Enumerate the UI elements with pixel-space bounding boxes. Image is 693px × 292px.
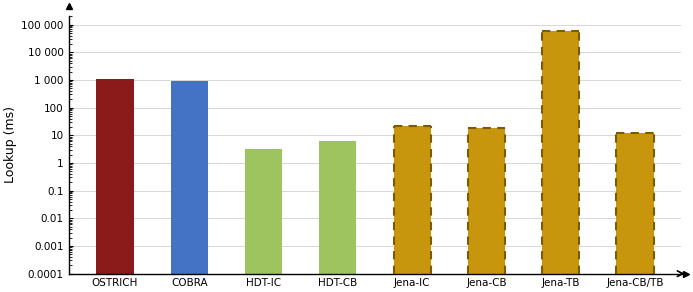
Bar [542, 31, 579, 292]
Bar [468, 128, 505, 292]
Bar [96, 79, 134, 292]
Bar [245, 149, 282, 292]
Bar [319, 141, 356, 292]
Y-axis label: Lookup (ms): Lookup (ms) [4, 107, 17, 183]
Bar [616, 133, 653, 292]
Bar [170, 81, 208, 292]
Bar [394, 126, 431, 292]
